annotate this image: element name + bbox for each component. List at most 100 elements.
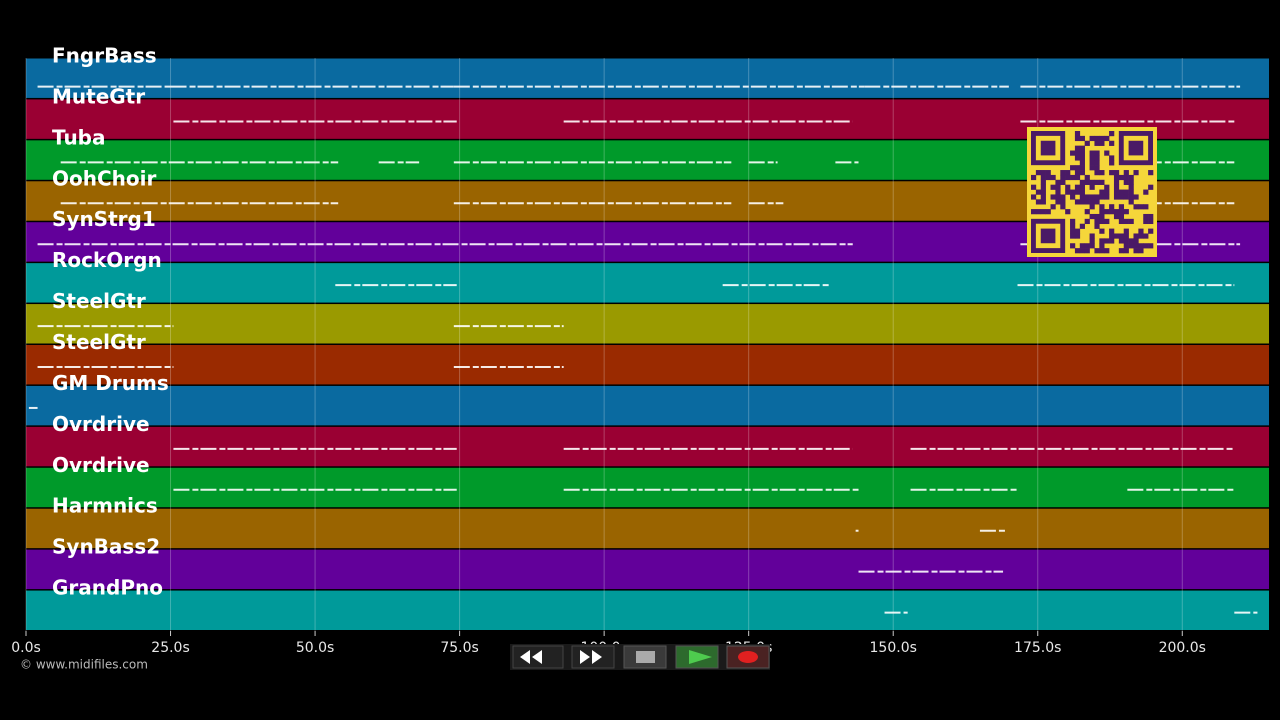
qr-cell xyxy=(1094,150,1100,156)
qr-cell xyxy=(1079,165,1085,171)
qr-cell xyxy=(1123,243,1129,249)
forward-icon xyxy=(580,650,602,664)
qr-cell xyxy=(1079,189,1085,195)
qr-cell xyxy=(1040,209,1046,215)
qr-cell xyxy=(1094,218,1100,225)
track-row xyxy=(26,385,1269,426)
qr-cell xyxy=(1074,184,1081,190)
qr-cell xyxy=(1099,248,1105,254)
qr-cell xyxy=(1109,140,1115,146)
qr-code xyxy=(1027,127,1157,257)
track-label: FngrBass xyxy=(52,44,157,68)
qr-cell xyxy=(1089,155,1095,161)
qr-cell xyxy=(1070,223,1076,229)
qr-cell xyxy=(1079,199,1085,205)
qr-cell xyxy=(1089,194,1095,200)
stop-button[interactable] xyxy=(623,645,667,669)
qr-cell xyxy=(1118,174,1125,181)
qr-cell xyxy=(1089,150,1095,156)
qr-cell xyxy=(1065,174,1071,181)
track-label: OohChoir xyxy=(52,166,156,190)
qr-cell xyxy=(1084,248,1090,254)
qr-cell xyxy=(1099,213,1105,220)
qr-cell xyxy=(1084,199,1090,205)
qr-cell xyxy=(1094,140,1100,146)
play-button[interactable] xyxy=(675,645,719,669)
qr-cell xyxy=(1074,150,1081,156)
qr-finder xyxy=(1040,140,1056,156)
track-label: SteelGtr xyxy=(52,289,146,313)
qr-cell xyxy=(1070,243,1076,249)
qr-cell xyxy=(1113,209,1120,215)
qr-cell xyxy=(1089,135,1095,142)
qr-cell xyxy=(1079,150,1085,156)
qr-cell xyxy=(1109,204,1115,210)
qr-cell xyxy=(1133,238,1139,244)
qr-cell xyxy=(1123,179,1129,185)
qr-cell xyxy=(1104,194,1110,200)
x-tick-label: 200.0s xyxy=(1159,640,1206,656)
qr-cell xyxy=(1143,213,1149,220)
qr-cell xyxy=(1040,179,1046,185)
qr-cell xyxy=(1094,199,1100,205)
qr-cell xyxy=(1104,150,1110,156)
qr-finder xyxy=(1040,228,1056,244)
qr-cell xyxy=(1035,189,1042,195)
qr-cell xyxy=(1109,131,1115,137)
qr-cell xyxy=(1035,199,1042,205)
qr-cell xyxy=(1123,174,1129,181)
rewind-button[interactable] xyxy=(512,645,564,669)
qr-cell xyxy=(1094,155,1100,161)
track-label: Ovrdrive xyxy=(52,453,150,477)
qr-cell xyxy=(1065,170,1071,176)
x-tick-label: 75.0s xyxy=(440,640,478,656)
track-row xyxy=(26,590,1269,630)
qr-cell xyxy=(1074,131,1081,137)
qr-cell xyxy=(1104,184,1110,190)
qr-cell xyxy=(1128,184,1134,190)
qr-cell xyxy=(1123,233,1129,239)
qr-cell xyxy=(1035,170,1042,176)
qr-cell xyxy=(1148,228,1154,234)
qr-cell xyxy=(1040,189,1046,195)
qr-cell xyxy=(1074,165,1081,171)
qr-cell xyxy=(1128,199,1134,205)
record-button[interactable] xyxy=(726,645,770,669)
qr-cell xyxy=(1084,218,1090,225)
qr-cell xyxy=(1113,179,1120,185)
track-row xyxy=(26,263,1269,303)
qr-cell xyxy=(1143,204,1149,210)
qr-cell xyxy=(1031,174,1037,181)
controls xyxy=(510,644,770,670)
qr-cell xyxy=(1099,243,1105,249)
qr-cell xyxy=(1118,209,1125,215)
qr-cell xyxy=(1109,155,1115,161)
qr-cell xyxy=(1084,209,1090,215)
qr-cell xyxy=(1099,218,1105,225)
qr-cell xyxy=(1050,184,1056,190)
qr-cell xyxy=(1050,194,1056,200)
qr-cell xyxy=(1099,228,1105,234)
qr-cell xyxy=(1074,248,1081,254)
qr-cell xyxy=(1148,243,1154,249)
record-icon xyxy=(738,651,758,663)
x-tick-label: 0.0s xyxy=(11,640,41,656)
qr-cell xyxy=(1074,189,1081,195)
qr-cell xyxy=(1031,194,1037,200)
track-label: SynBass2 xyxy=(52,535,160,559)
qr-cell xyxy=(1074,155,1081,161)
track-label: MuteGtr xyxy=(52,84,145,108)
forward-button[interactable] xyxy=(571,645,615,669)
notes xyxy=(28,85,1258,614)
qr-cell xyxy=(1070,218,1076,225)
x-tick-label: 150.0s xyxy=(870,640,917,656)
qr-cell xyxy=(1104,209,1110,215)
qr-cell xyxy=(1128,238,1134,244)
qr-cell xyxy=(1143,233,1149,239)
track-label: SynStrg1 xyxy=(52,207,156,231)
qr-cell xyxy=(1099,189,1105,195)
qr-cell xyxy=(1113,233,1120,239)
qr-cell xyxy=(1094,213,1100,220)
qr-cell xyxy=(1133,204,1139,210)
qr-cell xyxy=(1094,170,1100,176)
